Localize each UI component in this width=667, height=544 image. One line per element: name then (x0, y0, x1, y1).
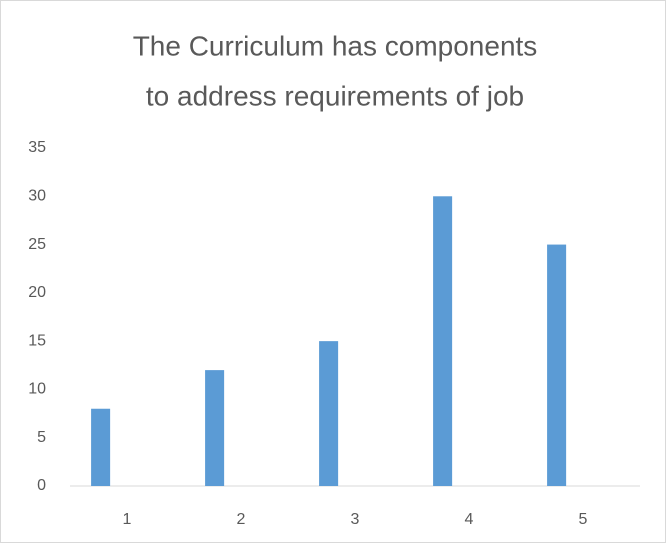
x-tick-label: 4 (465, 511, 474, 528)
bar (205, 370, 225, 486)
y-tick-label: 20 (28, 284, 46, 301)
y-tick-label: 35 (28, 139, 46, 156)
x-tick-label: 1 (123, 511, 132, 528)
bar (91, 408, 111, 486)
chart-title: The Curriculum has components (133, 30, 538, 61)
y-tick-label: 0 (37, 477, 46, 494)
bar (433, 196, 453, 487)
y-tick-label: 5 (37, 429, 46, 446)
x-tick-label: 5 (579, 511, 588, 528)
y-tick-label: 15 (28, 332, 46, 349)
y-tick-label: 30 (28, 188, 46, 205)
chart-title: to address requirements of job (146, 80, 524, 111)
bar (319, 341, 339, 486)
x-tick-label: 2 (237, 511, 246, 528)
x-tick-label: 3 (351, 511, 360, 528)
y-tick-label: 25 (28, 236, 46, 253)
y-tick-label: 10 (28, 381, 46, 398)
bar (547, 244, 567, 486)
